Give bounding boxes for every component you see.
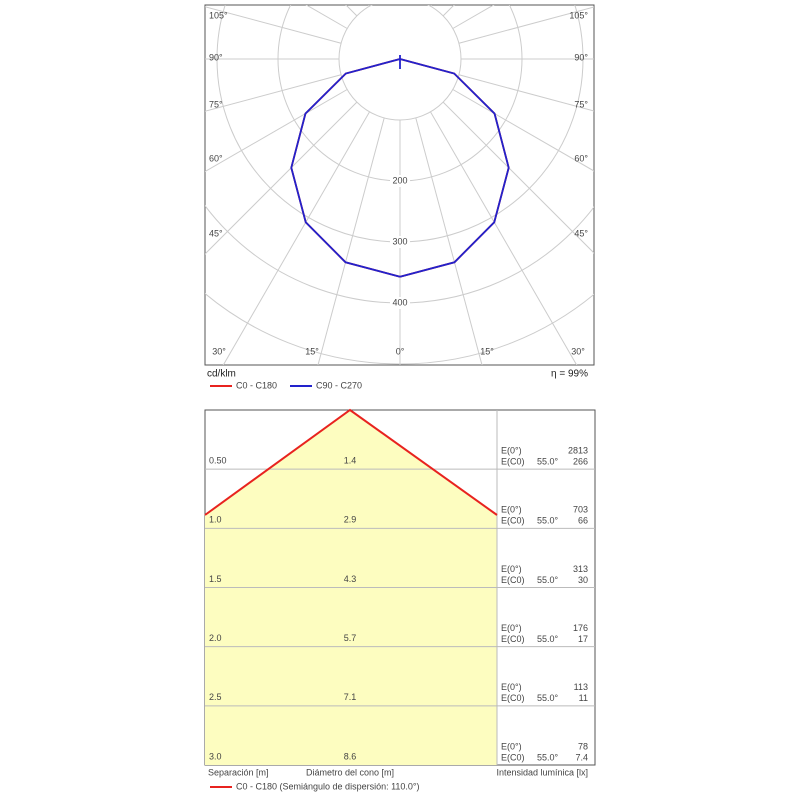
angle-label: 30°	[212, 346, 226, 356]
radial-line	[222, 111, 370, 365]
e0-label: E(0°)	[501, 564, 522, 574]
radial-line	[458, 6, 594, 44]
angle-label: 75°	[574, 99, 588, 109]
e0-label: E(0°)	[501, 623, 522, 633]
ec0-label: E(C0)	[501, 693, 525, 703]
angle-label: 75°	[209, 99, 223, 109]
e0-value: 78	[578, 741, 588, 751]
intensity-curve	[290, 58, 401, 278]
e0-label: E(0°)	[501, 741, 522, 751]
angle-label: 55.0°	[537, 457, 559, 467]
radial-line	[205, 74, 342, 112]
angle-label: 45°	[209, 228, 223, 238]
e0-value: 2813	[568, 446, 588, 456]
legend-label: C0 - C180	[236, 380, 277, 390]
radial-line	[415, 117, 483, 365]
distance-label: 1.0	[209, 515, 222, 525]
e0-value: 113	[574, 682, 588, 692]
diameter-label: 8.6	[344, 751, 357, 761]
angle-label: 105°	[209, 10, 228, 20]
radial-line	[458, 74, 594, 112]
ec0-value: 11	[579, 693, 588, 703]
ring-label: 400	[392, 297, 407, 307]
radial-line	[452, 89, 594, 172]
efficiency: η = 99%	[551, 369, 588, 380]
angle-label: 0°	[396, 346, 405, 356]
ec0-value: 66	[578, 516, 588, 526]
angle-label: 55.0°	[537, 634, 559, 644]
axis-label: Diámetro del cono [m]	[306, 767, 394, 777]
cone-line	[204, 408, 498, 516]
angle-label: 90°	[209, 52, 223, 62]
e0-label: E(0°)	[501, 505, 522, 515]
distance-label: 0.50	[209, 456, 227, 466]
angle-label: 15°	[305, 346, 319, 356]
radial-line	[430, 111, 578, 365]
angle-label: 45°	[574, 228, 588, 238]
distance-label: 3.0	[209, 751, 222, 761]
ec0-label: E(C0)	[501, 457, 525, 467]
radial-line	[205, 89, 348, 173]
angle-label: 55.0°	[537, 516, 559, 526]
e0-value: 313	[573, 564, 588, 574]
angle-label: 30°	[571, 346, 585, 356]
diameter-label: 4.3	[344, 574, 357, 584]
angle-label: 55.0°	[537, 693, 559, 703]
radial-line	[442, 101, 594, 254]
legend-label: C90 - C270	[316, 380, 362, 390]
ec0-label: E(C0)	[501, 634, 525, 644]
angle-label: 60°	[574, 153, 588, 163]
legend-label: C0 - C180 (Semiángulo de dispersión: 110…	[236, 781, 420, 791]
diameter-label: 7.1	[344, 692, 357, 702]
diameter-label: 1.4	[344, 456, 357, 466]
distance-label: 2.0	[209, 633, 222, 643]
radial-line	[317, 117, 385, 365]
cone-rows	[205, 468, 595, 707]
ring-label-bg	[390, 236, 410, 248]
angle-label: 60°	[209, 153, 223, 163]
unit-label: cd/klm	[207, 369, 236, 380]
ec0-value: 30	[578, 575, 588, 585]
angle-label: 105°	[569, 10, 588, 20]
ring-label: 300	[392, 236, 407, 246]
ec0-label: E(C0)	[501, 752, 525, 762]
e0-value: 703	[573, 505, 588, 515]
ring-label-bg	[390, 175, 410, 187]
ring-label: 200	[392, 175, 407, 185]
intensity-curve	[399, 58, 510, 278]
polar-grid	[205, 5, 594, 365]
ec0-value: 266	[573, 457, 588, 467]
radial-line	[205, 6, 342, 44]
axis-label: Intensidad lumínica [lx]	[496, 767, 588, 777]
distance-label: 2.5	[209, 692, 222, 702]
ec0-label: E(C0)	[501, 516, 525, 526]
radial-line	[205, 101, 358, 255]
ring-label-bg	[390, 297, 410, 309]
angle-label: 15°	[480, 346, 494, 356]
axis-label: Separación [m]	[208, 767, 269, 777]
angle-label: 90°	[574, 52, 588, 62]
e0-label: E(0°)	[501, 446, 522, 456]
e0-label: E(0°)	[501, 682, 522, 692]
angle-label: 55.0°	[537, 575, 559, 585]
ec0-value: 7.4	[575, 752, 588, 762]
angle-label: 55.0°	[537, 752, 559, 762]
distance-label: 1.5	[209, 574, 222, 584]
e0-value: 176	[573, 623, 588, 633]
ec0-value: 17	[578, 634, 588, 644]
diameter-label: 2.9	[344, 515, 357, 525]
ec0-label: E(C0)	[501, 575, 525, 585]
diameter-label: 5.7	[344, 633, 357, 643]
